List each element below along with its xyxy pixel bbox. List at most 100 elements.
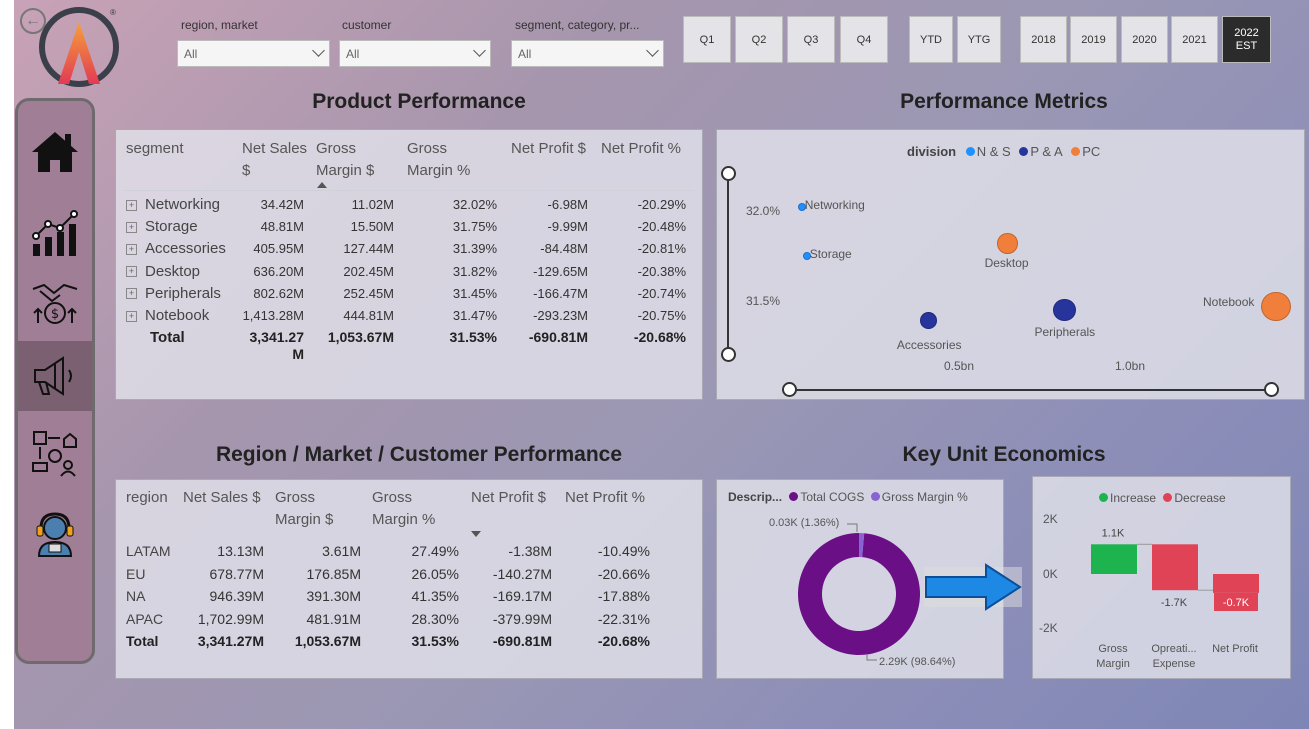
expand-plus-icon[interactable]: +: [126, 310, 137, 322]
button-ytg[interactable]: YTG: [957, 16, 1001, 63]
slicer-label-segment: segment, category, pr...: [515, 18, 640, 32]
scatter-point-label: Peripherals: [1034, 325, 1096, 339]
scatter-point-storage[interactable]: [802, 252, 811, 260]
table-row-eu[interactable]: EU: [126, 565, 146, 582]
waterfall-value-label: -1.7K: [1161, 597, 1188, 609]
table-cell: 31.45%: [452, 285, 497, 301]
button-q3[interactable]: Q3: [787, 16, 835, 63]
expand-plus-icon[interactable]: +: [126, 288, 137, 300]
nav-marketing[interactable]: [18, 341, 92, 411]
col-header-region[interactable]: region: [126, 489, 168, 506]
table-cell: 405.95M: [253, 241, 304, 257]
table-cell: -20.29%: [637, 197, 686, 212]
table-cell: 31.47%: [452, 308, 497, 323]
button-q4[interactable]: Q4: [840, 16, 888, 63]
table-cell: 3.61M: [322, 543, 361, 559]
waterfall-value-badge: [1214, 593, 1258, 611]
legend-item-pa[interactable]: P & A: [1019, 144, 1067, 159]
button-q1[interactable]: Q1: [683, 16, 731, 63]
legend-item-total-cogs[interactable]: Total COGS: [789, 490, 867, 504]
expand-plus-icon[interactable]: +: [126, 221, 137, 233]
donut-legend: Descrip... Total COGS Gross Margin %: [728, 490, 968, 504]
col-header-segment[interactable]: segment: [126, 140, 184, 157]
button-ytd[interactable]: YTD: [909, 16, 953, 63]
col-header-gross-margin-pct[interactable]: Gross Margin %: [407, 140, 471, 179]
table-row-peripherals[interactable]: + Peripherals: [126, 285, 221, 302]
legend-item-pc[interactable]: PC: [1071, 144, 1100, 159]
sales-handshake-icon: $: [32, 283, 78, 324]
col-header-net-sales[interactable]: Net Sales $: [242, 140, 308, 179]
header-divider: [124, 190, 694, 191]
button-2019[interactable]: 2019: [1070, 16, 1117, 63]
button-2018[interactable]: 2018: [1020, 16, 1067, 63]
legend-item-gross-margin-pct[interactable]: Gross Margin %: [870, 490, 968, 504]
scatter-point-desktop[interactable]: [997, 233, 1018, 254]
col-header-net-sales[interactable]: Net Sales $: [183, 489, 261, 506]
table-row-storage[interactable]: + Storage: [126, 218, 198, 235]
scatter-point-networking[interactable]: [797, 203, 806, 212]
col-header-net-profit-dollar[interactable]: Net Profit $: [471, 489, 547, 506]
legend-item-increase[interactable]: Increase: [1099, 491, 1160, 505]
nav-finance[interactable]: [18, 201, 92, 267]
waterfall-bar[interactable]: [1091, 544, 1137, 574]
table-cell: 481.91M: [306, 610, 361, 627]
scatter-point-label: Storage: [809, 247, 852, 261]
waterfall-bar[interactable]: [1213, 574, 1259, 593]
expand-plus-icon[interactable]: +: [126, 243, 137, 255]
table-row-apac[interactable]: APAC: [126, 610, 164, 627]
button-2020[interactable]: 2020: [1121, 16, 1168, 63]
legend-label: N & S: [976, 144, 1011, 159]
donut-slice-total-cogs[interactable]: [798, 533, 921, 655]
expand-plus-icon[interactable]: +: [126, 199, 137, 211]
button-q2[interactable]: Q2: [735, 16, 783, 63]
table-row-notebook[interactable]: + Notebook: [126, 307, 209, 324]
table-row-latam[interactable]: LATAM: [126, 543, 171, 559]
y-zoom-slider-top-handle[interactable]: [721, 166, 736, 181]
slicer-region-market[interactable]: All: [177, 40, 330, 67]
nav-supply-chain[interactable]: [18, 421, 92, 487]
x-zoom-slider-left-handle[interactable]: [782, 382, 797, 397]
table-cell-total: 3,341.27 M: [249, 329, 305, 363]
scatter-point-notebook[interactable]: [1261, 291, 1291, 322]
legend-swatch: [1019, 147, 1029, 156]
col-header-gross-margin-pct[interactable]: Gross Margin %: [372, 489, 436, 528]
nav-home[interactable]: [18, 119, 92, 185]
table-row-networking[interactable]: + Networking: [126, 196, 220, 213]
nav-sales[interactable]: $: [18, 271, 92, 337]
table-cell: 802.62M: [253, 285, 304, 301]
est-label: EST: [1235, 39, 1258, 52]
waterfall-category-label: Opreati...: [1151, 643, 1196, 655]
legend-item-decrease[interactable]: Decrease: [1163, 491, 1226, 505]
slicer-customer[interactable]: All: [339, 40, 491, 67]
slicer-value: All: [518, 47, 532, 61]
scatter-point-accessories[interactable]: [920, 312, 938, 330]
table-cell: 27.49%: [411, 543, 459, 559]
col-header-gross-margin-dollar[interactable]: Gross Margin $: [316, 140, 375, 179]
col-header-net-profit-pct[interactable]: Net Profit %: [565, 489, 646, 506]
slicer-segment[interactable]: All: [511, 40, 664, 67]
table-cell: -10.49%: [597, 543, 650, 559]
y-zoom-slider-bottom-handle[interactable]: [721, 347, 736, 362]
button-2021[interactable]: 2021: [1171, 16, 1218, 63]
expand-plus-icon[interactable]: +: [126, 266, 137, 278]
total-row-label: Total: [150, 329, 185, 347]
col-header-net-profit-pct[interactable]: Net Profit %: [601, 140, 682, 157]
back-arrow-icon[interactable]: ←: [20, 8, 46, 34]
x-zoom-slider-right-handle[interactable]: [1264, 382, 1279, 397]
scatter-point-label: Desktop: [984, 256, 1029, 271]
table-cell: -293.23M: [533, 308, 588, 323]
col-header-net-profit-dollar[interactable]: Net Profit $: [511, 140, 587, 157]
row-label: Accessories: [145, 240, 226, 258]
scatter-point-peripherals[interactable]: [1053, 298, 1076, 322]
nav-support[interactable]: [18, 501, 92, 567]
legend-item-ns[interactable]: N & S: [965, 144, 1016, 159]
waterfall-bar[interactable]: [1152, 544, 1198, 591]
table-row-na[interactable]: NA: [126, 588, 146, 604]
donut-slice-gross-margin-[interactable]: [859, 533, 865, 558]
table-cell: 1,413.28M: [242, 308, 304, 323]
table-cell-total: 31.53%: [411, 633, 459, 649]
col-header-gross-margin-dollar[interactable]: Gross Margin $: [275, 489, 334, 528]
table-row-desktop[interactable]: + Desktop: [126, 263, 200, 280]
table-row-accessories[interactable]: + Accessories: [126, 240, 226, 257]
button-2022-est[interactable]: 2022 EST: [1222, 16, 1271, 63]
